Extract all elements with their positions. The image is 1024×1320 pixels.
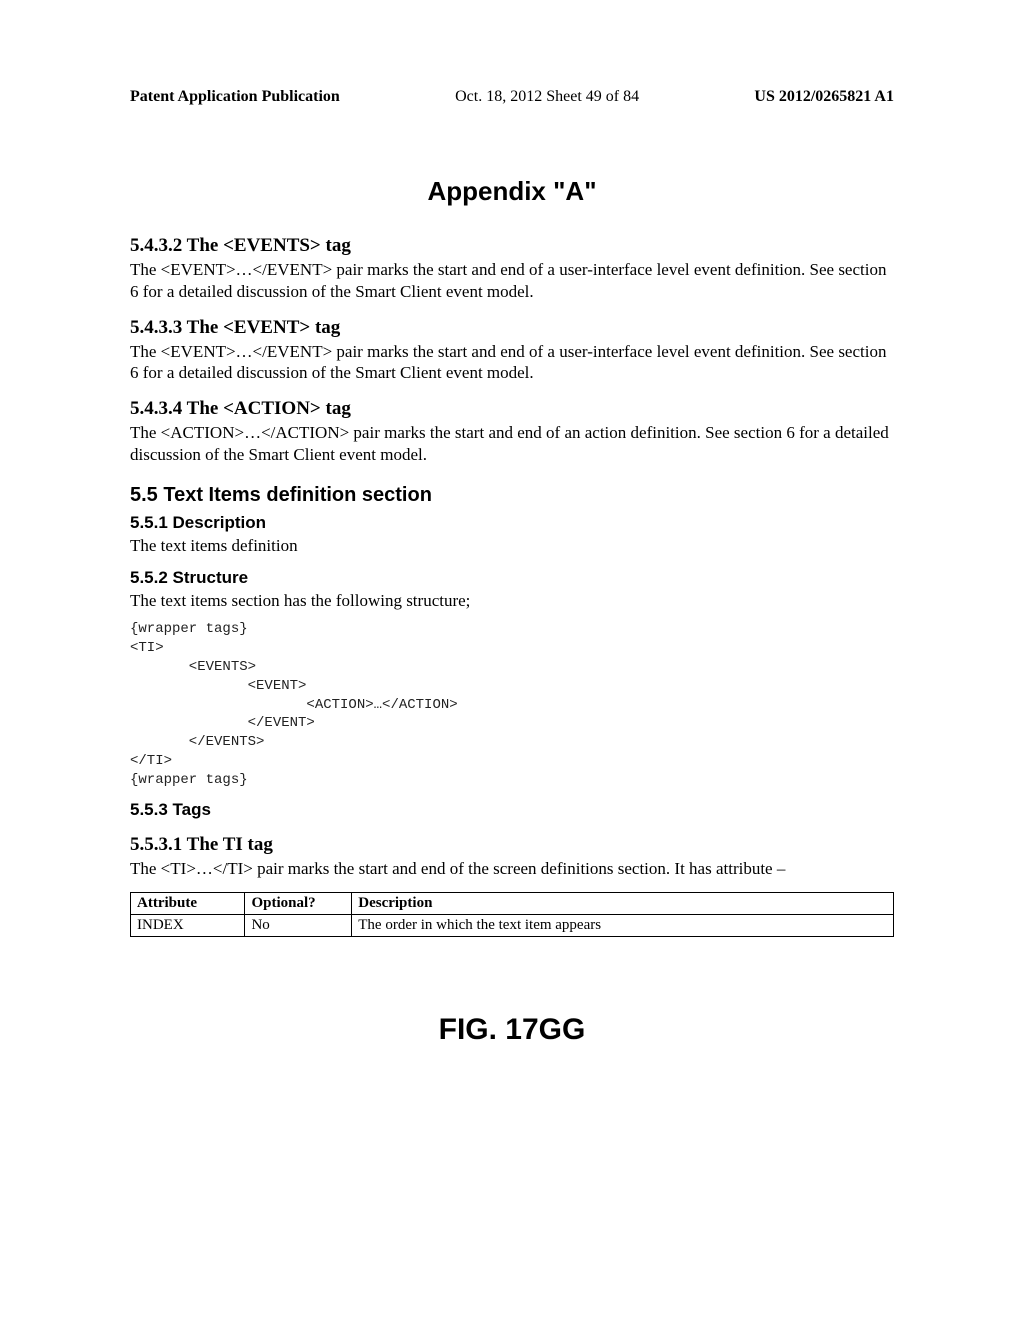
body-5-4-3-3: The <EVENT>…</EVENT> pair marks the star… (130, 341, 894, 385)
header-right: US 2012/0265821 A1 (754, 88, 894, 106)
heading-5-5-2: 5.5.2 Structure (130, 568, 894, 588)
heading-5-5: 5.5 Text Items definition section (130, 484, 894, 507)
col-attribute: Attribute (131, 892, 245, 914)
header-center: Oct. 18, 2012 Sheet 49 of 84 (455, 88, 639, 106)
figure-label: FIG. 17GG (130, 1013, 894, 1047)
col-optional: Optional? (245, 892, 352, 914)
appendix-title: Appendix "A" (130, 176, 894, 207)
cell-description: The order in which the text item appears (352, 914, 894, 936)
page-header: Patent Application Publication Oct. 18, … (130, 88, 894, 106)
attribute-table: Attribute Optional? Description INDEX No… (130, 892, 894, 937)
cell-optional: No (245, 914, 352, 936)
body-5-5-3-1: The <TI>…</TI> pair marks the start and … (130, 858, 894, 880)
col-description: Description (352, 892, 894, 914)
header-left: Patent Application Publication (130, 88, 340, 106)
body-5-5-1: The text items definition (130, 535, 894, 557)
heading-5-5-3: 5.5.3 Tags (130, 800, 894, 820)
table-header-row: Attribute Optional? Description (131, 892, 894, 914)
body-5-4-3-2: The <EVENT>…</EVENT> pair marks the star… (130, 259, 894, 303)
patent-page: Patent Application Publication Oct. 18, … (0, 0, 1024, 1047)
heading-5-4-3-4: 5.4.3.4 The <ACTION> tag (130, 398, 894, 420)
code-structure: {wrapper tags} <TI> <EVENTS> <EVENT> <AC… (130, 620, 894, 790)
heading-5-5-3-1: 5.5.3.1 The TI tag (130, 834, 894, 856)
table-row: INDEX No The order in which the text ite… (131, 914, 894, 936)
heading-5-5-1: 5.5.1 Description (130, 513, 894, 533)
heading-5-4-3-2: 5.4.3.2 The <EVENTS> tag (130, 235, 894, 257)
body-5-4-3-4: The <ACTION>…</ACTION> pair marks the st… (130, 422, 894, 466)
heading-5-4-3-3: 5.4.3.3 The <EVENT> tag (130, 317, 894, 339)
body-5-5-2: The text items section has the following… (130, 590, 894, 612)
cell-attribute: INDEX (131, 914, 245, 936)
